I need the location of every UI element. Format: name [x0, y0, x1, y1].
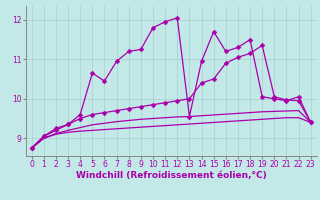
X-axis label: Windchill (Refroidissement éolien,°C): Windchill (Refroidissement éolien,°C) — [76, 171, 267, 180]
